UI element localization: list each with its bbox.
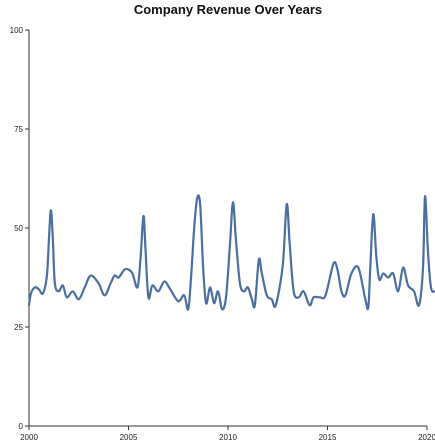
y-tick-label: 50 (14, 224, 23, 233)
y-tick-label: 25 (14, 323, 23, 332)
axes: 0 25 50 75 100 2000 2005 2010 2015 2020 (10, 26, 435, 442)
x-tick-label: 2005 (120, 433, 138, 442)
x-tick-label: 2020 (418, 433, 435, 442)
y-tick-label: 100 (10, 26, 24, 35)
chart-title: Company Revenue Over Years (134, 2, 322, 17)
series-layer (27, 194, 435, 311)
revenue-series-line (27, 194, 435, 311)
x-tick-label: 2010 (219, 433, 237, 442)
x-tick-label: 2000 (20, 433, 38, 442)
y-tick-label: 0 (19, 422, 24, 431)
x-tick-label: 2015 (319, 433, 337, 442)
y-tick-label: 75 (14, 125, 23, 134)
